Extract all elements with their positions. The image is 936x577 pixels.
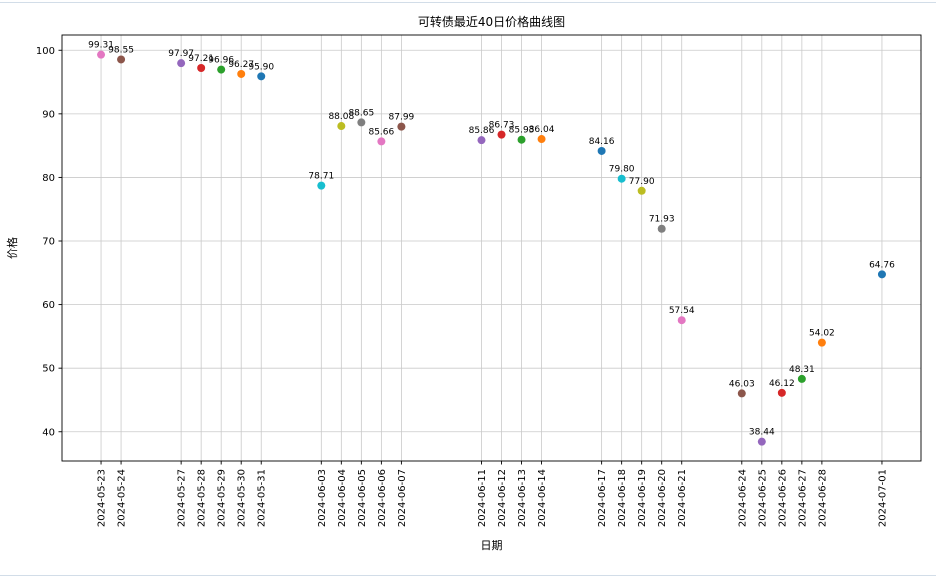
data-point: [657, 224, 666, 233]
y-tick-label: 100: [36, 46, 55, 57]
x-tick-label: 2024-06-07: [397, 469, 408, 527]
data-point: [617, 174, 626, 183]
point-value-label: 77.90: [629, 177, 655, 187]
plot-area: [62, 35, 921, 461]
x-tick-label: 2024-06-19: [637, 469, 648, 527]
data-point: [337, 122, 346, 131]
x-tick-label: 2024-06-05: [357, 469, 368, 527]
point-value-label: 85.93: [509, 126, 535, 136]
point-value-label: 96.27: [228, 60, 254, 70]
point-value-label: 88.65: [348, 108, 374, 118]
data-point: [797, 374, 806, 383]
data-point: [477, 136, 486, 145]
data-point: [737, 389, 746, 398]
point-value-label: 86.04: [529, 125, 555, 135]
data-point: [397, 122, 406, 131]
data-point: [117, 55, 126, 64]
point-value-label: 57.54: [669, 306, 695, 316]
x-tick-label: 2024-06-06: [377, 469, 388, 527]
data-point: [257, 72, 266, 81]
point-value-label: 87.99: [389, 113, 415, 123]
point-value-label: 84.16: [589, 137, 615, 147]
point-value-label: 46.03: [729, 379, 755, 389]
data-point: [537, 135, 546, 144]
point-value-label: 48.31: [789, 365, 815, 375]
data-point: [677, 316, 686, 325]
data-point: [637, 186, 646, 195]
point-value-label: 54.02: [809, 329, 835, 339]
data-point: [237, 69, 246, 78]
data-point: [497, 130, 506, 139]
data-point: [597, 146, 606, 155]
x-tick-label: 2024-05-29: [217, 469, 228, 527]
data-point: [317, 181, 326, 190]
x-tick-label: 2024-05-30: [237, 469, 248, 527]
point-value-label: 88.08: [328, 112, 354, 122]
point-value-label: 86.73: [489, 121, 515, 131]
x-tick-label: 2024-05-24: [117, 469, 128, 527]
y-tick-label: 40: [42, 427, 55, 438]
page-bottom-divider: [0, 575, 936, 576]
x-tick-label: 2024-06-17: [597, 469, 608, 527]
x-tick-label: 2024-05-23: [97, 469, 108, 527]
x-tick-label: 2024-06-21: [677, 469, 688, 527]
y-axis-label: 价格: [5, 237, 19, 259]
x-tick-label: 2024-06-27: [797, 469, 808, 527]
data-point: [357, 118, 366, 127]
point-value-label: 85.86: [469, 126, 495, 136]
x-tick-label: 2024-06-28: [817, 469, 828, 527]
data-point: [757, 437, 766, 446]
point-value-label: 78.71: [308, 172, 334, 182]
x-tick-label: 2024-06-24: [737, 469, 748, 527]
x-tick-label: 2024-06-26: [777, 469, 788, 527]
x-tick-label: 2024-06-12: [497, 469, 508, 527]
plot-border: [61, 34, 922, 462]
point-value-label: 95.90: [248, 62, 274, 72]
x-tick-label: 2024-06-11: [477, 469, 488, 527]
point-value-label: 79.80: [609, 165, 635, 175]
y-tick-label: 90: [42, 109, 55, 120]
point-value-label: 85.66: [368, 127, 394, 137]
point-value-label: 64.76: [869, 260, 895, 270]
y-tick-label: 80: [42, 173, 55, 184]
x-tick-label: 2024-06-03: [317, 469, 328, 527]
x-tick-label: 2024-06-04: [337, 469, 348, 527]
data-point: [517, 135, 526, 144]
x-tick-label: 2024-06-13: [517, 469, 528, 527]
data-point: [197, 63, 206, 72]
point-value-label: 71.93: [649, 215, 675, 225]
x-tick-label: 2024-05-31: [257, 469, 268, 527]
point-value-label: 99.31: [88, 41, 114, 51]
point-value-label: 97.21: [188, 54, 214, 64]
data-point: [377, 137, 386, 146]
y-tick-label: 70: [42, 237, 55, 248]
point-value-label: 38.44: [749, 428, 775, 438]
x-tick-label: 2024-06-14: [537, 469, 548, 527]
page-top-divider: [0, 2, 936, 3]
point-value-label: 97.97: [168, 49, 194, 59]
x-tick-label: 2024-06-25: [757, 469, 768, 527]
data-point: [177, 59, 186, 68]
x-axis-label: 日期: [481, 539, 503, 552]
chart-title: 可转债最近40日价格曲线图: [418, 14, 565, 29]
x-tick-label: 2024-06-18: [617, 469, 628, 527]
x-tick-label: 2024-05-27: [177, 469, 188, 527]
data-point: [97, 50, 106, 59]
data-point: [217, 65, 226, 74]
point-value-label: 96.96: [208, 56, 234, 66]
x-tick-label: 2024-05-28: [197, 469, 208, 527]
y-tick-label: 50: [42, 364, 55, 375]
data-point: [817, 338, 826, 347]
x-tick-label: 2024-06-20: [657, 469, 668, 527]
point-value-label: 98.55: [108, 45, 134, 55]
x-tick-label: 2024-07-01: [877, 469, 888, 527]
data-point: [777, 388, 786, 397]
y-tick-label: 60: [42, 300, 55, 311]
data-point: [877, 270, 886, 279]
point-value-label: 46.12: [769, 379, 795, 389]
